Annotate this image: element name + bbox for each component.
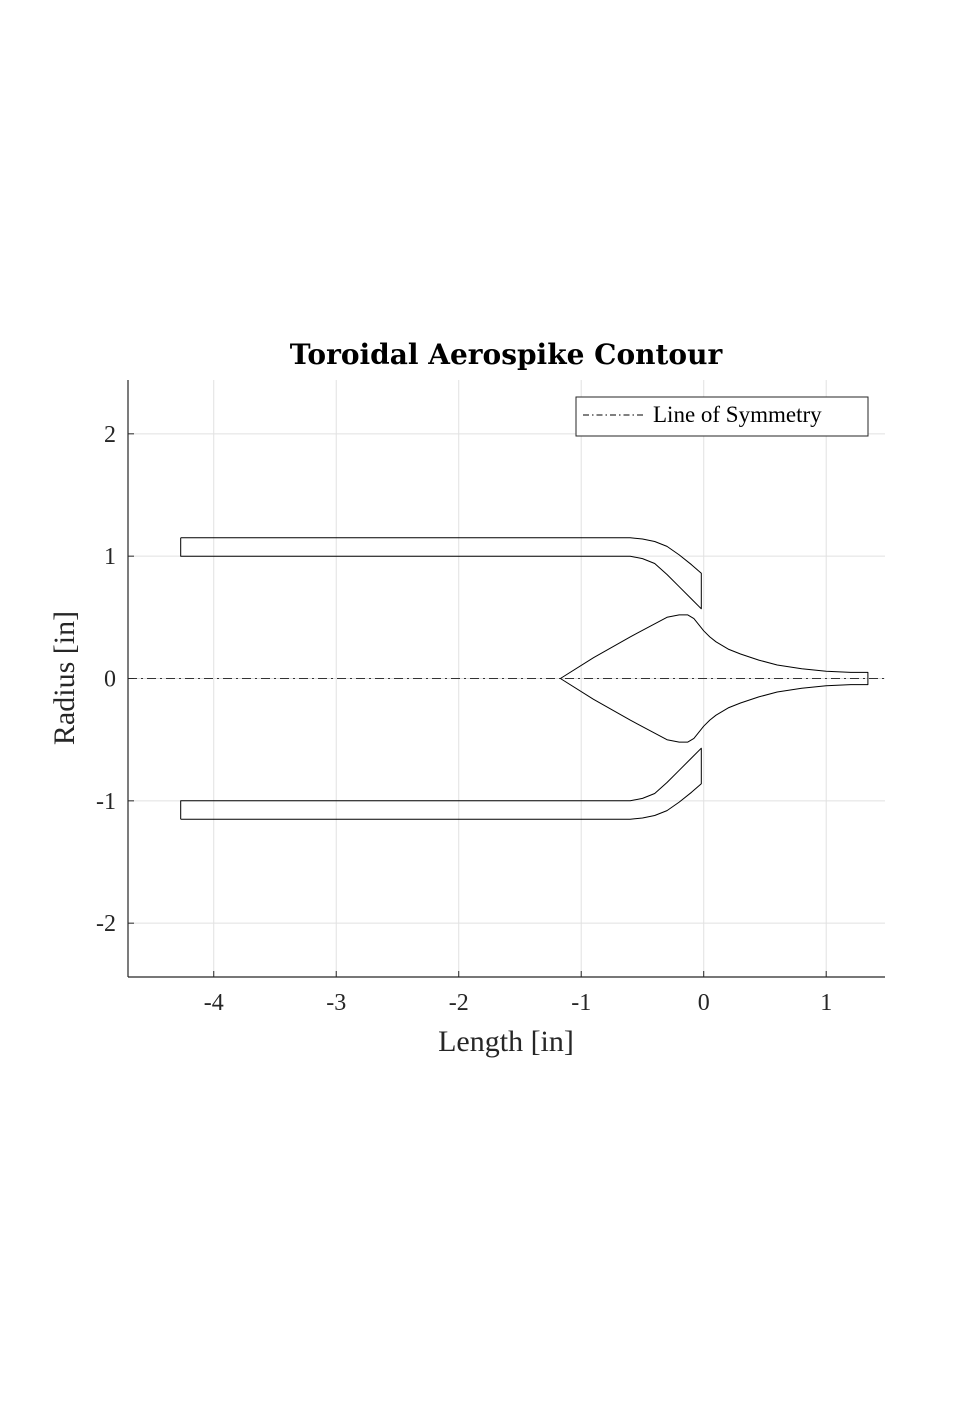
y-tick-label: 1 bbox=[104, 544, 116, 570]
series-contour-3 bbox=[560, 614, 869, 743]
x-tick-label: -1 bbox=[571, 990, 591, 1016]
x-tick-label: -4 bbox=[204, 990, 224, 1016]
plot-series bbox=[128, 537, 885, 820]
x-tick-label: -3 bbox=[326, 990, 346, 1016]
legend-box bbox=[575, 396, 869, 437]
y-tick-label: -1 bbox=[96, 789, 116, 815]
y-tick-label: -2 bbox=[96, 911, 116, 937]
series-contour-2 bbox=[180, 747, 702, 820]
x-tick-label: -2 bbox=[449, 990, 469, 1016]
tick-labels: -4 -3 -2 -1 0 1 -2 -1 0 1 2 bbox=[96, 422, 832, 1016]
chart-title: Toroidal Aerospike Contour bbox=[290, 338, 724, 371]
legend: Line of Symmetry bbox=[575, 396, 869, 437]
y-tick-label: 2 bbox=[104, 422, 116, 448]
x-tick-label: 0 bbox=[698, 990, 710, 1016]
y-tick-label: 0 bbox=[104, 667, 116, 693]
legend-entry-label: Line of Symmetry bbox=[653, 402, 822, 427]
x-axis-label: Length [in] bbox=[438, 1025, 574, 1058]
series-contour-1 bbox=[180, 537, 702, 610]
y-axis-label: Radius [in] bbox=[48, 611, 81, 745]
x-tick-label: 1 bbox=[820, 990, 832, 1016]
